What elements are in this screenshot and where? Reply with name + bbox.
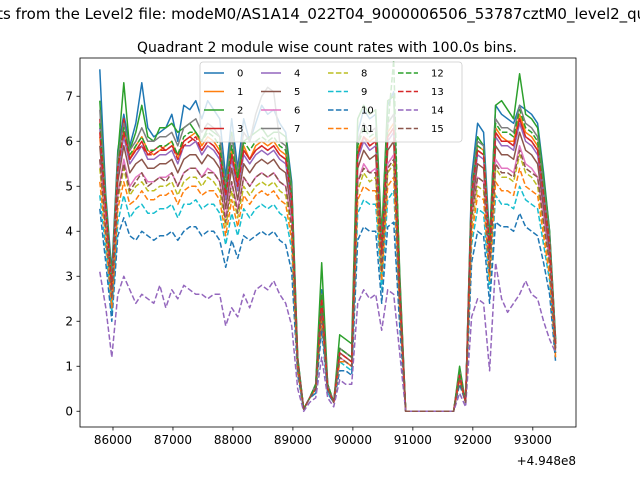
legend-label-2: 2 bbox=[237, 106, 243, 117]
legend-box bbox=[199, 61, 463, 143]
series-line-13 bbox=[99, 118, 557, 413]
y-tick-label: 1 bbox=[65, 360, 73, 374]
legend-label-5: 5 bbox=[294, 87, 300, 98]
y-tick-label: 2 bbox=[65, 315, 73, 329]
legend-label-3: 3 bbox=[237, 124, 243, 135]
y-tick-label: 3 bbox=[65, 270, 73, 284]
legend-label-6: 6 bbox=[294, 106, 300, 117]
y-tick-label: 4 bbox=[65, 225, 73, 239]
x-tick-label: 86000 bbox=[94, 433, 132, 447]
x-tick-label: 88000 bbox=[214, 433, 252, 447]
plot-frame bbox=[79, 57, 577, 428]
y-tick-label: 6 bbox=[65, 135, 73, 149]
x-tick-label: 92000 bbox=[454, 433, 492, 447]
legend-label-9: 9 bbox=[361, 87, 367, 98]
legend-label-10: 10 bbox=[361, 106, 374, 117]
x-tick-label: 91000 bbox=[394, 433, 432, 447]
legend-label-8: 8 bbox=[361, 69, 367, 80]
x-tick-label: 93000 bbox=[514, 433, 552, 447]
series-line-8 bbox=[99, 154, 557, 413]
legend-label-12: 12 bbox=[431, 69, 444, 80]
legend-label-1: 1 bbox=[237, 87, 243, 98]
y-tick-label: 0 bbox=[65, 405, 73, 419]
series-line-15 bbox=[99, 149, 557, 413]
y-tick-label: 7 bbox=[65, 90, 73, 104]
series-layer bbox=[99, 59, 557, 413]
legend-label-4: 4 bbox=[294, 69, 300, 80]
legend-label-7: 7 bbox=[294, 124, 300, 135]
legend-label-14: 14 bbox=[431, 106, 444, 117]
legend-label-13: 13 bbox=[431, 87, 444, 98]
legend-label-15: 15 bbox=[431, 124, 444, 135]
legend-label-11: 11 bbox=[361, 124, 374, 135]
axes-layer: 86000 87000 88000 89000 90000 91000 92000 93000… bbox=[65, 57, 577, 447]
y-tick-label: 5 bbox=[65, 180, 73, 194]
figure-suptitle: Plotting counts from the Level2 file: mo… bbox=[0, 5, 640, 24]
x-tick-label: 87000 bbox=[154, 433, 192, 447]
x-tick-label: 89000 bbox=[274, 433, 312, 447]
series-line-14 bbox=[99, 262, 557, 413]
legend-label-0: 0 bbox=[237, 69, 243, 80]
chart-title: Quadrant 2 module wise count rates with … bbox=[137, 40, 517, 56]
x-tick-label: 90000 bbox=[334, 433, 372, 447]
x-offset-label: +4.948e8 bbox=[517, 454, 576, 468]
